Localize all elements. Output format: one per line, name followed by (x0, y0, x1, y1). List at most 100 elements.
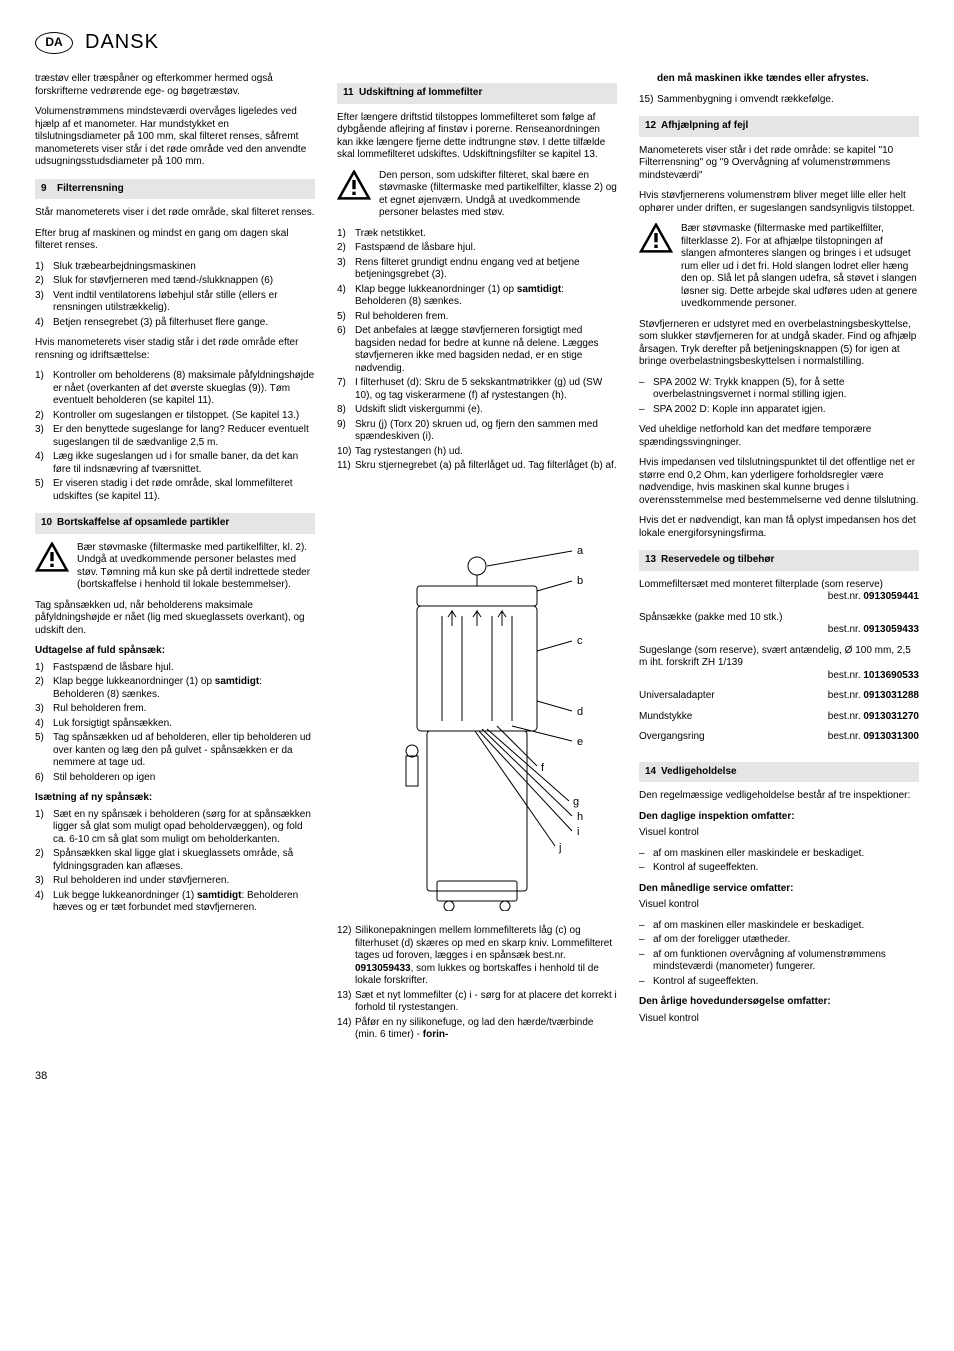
list-item: 2)Klap begge lukkeanordninger (1) op sam… (35, 676, 315, 701)
s14-vis2: Visuel kontrol (639, 899, 919, 912)
list-item: 1)Træk netstikket. (337, 228, 617, 241)
s9-p3: Hvis manometerets viser stadig står i de… (35, 337, 315, 362)
content-columns: træstøv eller træspåner og efterkommer h… (35, 73, 919, 1050)
list-item: 1)Sluk træbearbejdningsmaskinen (35, 261, 315, 274)
s10-list1: 1)Fastspænd de låsbare hjul.2)Klap begge… (35, 662, 315, 785)
s14-sub3: Den årlige hovedundersøgelse omfatter: (639, 996, 919, 1009)
list-item: 4)Luk begge lukkeanordninger (1) samtidi… (35, 890, 315, 915)
s12-p5: Hvis impedansen ved tilslutningspunktet … (639, 457, 919, 507)
list-item: 4)Luk forsigtigt spånsækken. (35, 718, 315, 731)
list-item: 10)Tag rystestangen (h) ud. (337, 446, 617, 459)
list-item: 9)Skru (j) (Torx 20) skruen ud, og fjern… (337, 419, 617, 444)
intro-para-1: træstøv eller træspåner og efterkommer h… (35, 73, 315, 98)
s12-p4: Ved uheldige netforhold kan det medføre … (639, 424, 919, 449)
list-item: SPA 2002 D: Kople inn apparatet igjen. (639, 404, 919, 417)
list-item: 1)Kontroller om beholderens (8) maksimal… (35, 370, 315, 408)
s11-p1: Efter længere driftstid tilstoppes lomme… (337, 112, 617, 162)
list-item: 2)Kontroller om sugeslangen er tilstoppe… (35, 410, 315, 423)
section-11-head: 11Udskiftning af lommefilter (337, 83, 617, 104)
s12-p6: Hvis det er nødvendigt, kan man få oplys… (639, 515, 919, 540)
s9-list1: 1)Sluk træbearbejdningsmaskinen2)Sluk fo… (35, 261, 315, 330)
list-item: 3)Rens filteret grundigt endnu engang ve… (337, 257, 617, 282)
language-name: DANSK (85, 30, 159, 55)
s10-list2: 1)Sæt en ny spånsæk i beholderen (sørg f… (35, 809, 315, 915)
label-a: a (577, 545, 584, 557)
s12-p1: Manometerets viser står i det røde områd… (639, 145, 919, 183)
label-c: c (577, 635, 583, 647)
s14-p1: Den regelmæssige vedligeholdelse består … (639, 790, 919, 803)
section-9-head: 9Filterrensning (35, 179, 315, 200)
s12-p2: Hvis støvfjernerens volumenstrøm bliver … (639, 190, 919, 215)
column-2: 11Udskiftning af lommefilter Efter længe… (337, 73, 617, 1050)
list-item: 4)Klap begge lukkeanordninger (1) op sam… (337, 284, 617, 309)
list-item: 6)Det anbefales at lægge støvfjerneren f… (337, 325, 617, 375)
part-name: Sugeslange (som reserve), svært antændel… (639, 645, 919, 670)
section-13-head: 13Reservedele og tilbehør (639, 550, 919, 571)
part-row: Universaladapterbest.nr. 0913031288 (639, 690, 919, 703)
part-row: Overgangsringbest.nr. 0913031300 (639, 731, 919, 744)
page-header: DA DANSK (35, 30, 919, 55)
list-item: 4)Betjen rensegrebet (3) på filterhuset … (35, 317, 315, 330)
label-i: i (577, 826, 579, 838)
s11-list: 1)Træk netstikket.2)Fastspænd de låsbare… (337, 228, 617, 473)
label-e: e (577, 736, 583, 748)
list-item: 2)Fastspænd de låsbare hjul. (337, 242, 617, 255)
section-10-head: 10Bortskaffelse af opsamlede partikler (35, 513, 315, 534)
list-item: af om maskinen eller maskindele er beska… (639, 848, 919, 861)
list-item: 5)Er viseren stadig i det røde område, s… (35, 478, 315, 503)
label-f: f (541, 762, 545, 774)
column-1: træstøv eller træspåner og efterkommer h… (35, 73, 315, 1050)
list-item: 5)Tag spånsækken ud af beholderen, eller… (35, 732, 315, 770)
list-item: 2)Sluk for støvfjerneren med tænd-/slukk… (35, 275, 315, 288)
list-item: 13)Sæt et nyt lommefilter (c) i - sørg f… (337, 990, 617, 1015)
s9-list2: 1)Kontroller om beholderens (8) maksimal… (35, 370, 315, 503)
language-badge: DA (35, 32, 73, 54)
s12-warning: Bær støvmaske (filtermaske med partikelf… (639, 223, 919, 311)
list-item: 5)Rul beholderen frem. (337, 311, 617, 324)
list-item: 1)Sæt en ny spånsæk i beholderen (sørg f… (35, 809, 315, 847)
label-g: g (573, 796, 579, 808)
part-row: best.nr. 1013690533 (639, 670, 919, 683)
s14-dash2: af om maskinen eller maskindele er beska… (639, 920, 919, 989)
list-item: af om funktionen overvågning af volumens… (639, 949, 919, 974)
s9-p1: Står manometerets viser i det røde områd… (35, 207, 315, 220)
part-row: best.nr. 0913059433 (639, 624, 919, 637)
s14-sub1: Den daglige inspektion omfatter: (639, 811, 919, 824)
label-j: j (558, 842, 561, 854)
intro-para-2: Volumenstrømmens mindsteværdi overvåges … (35, 106, 315, 169)
list-item: 3)Rul beholderen ind under støvfjerneren… (35, 875, 315, 888)
list-item: 3)Vent indtil ventilatorens løbehjul stå… (35, 290, 315, 315)
list-item: 6)Stil beholderen op igen (35, 772, 315, 785)
s9-p2: Efter brug af maskinen og mindst en gang… (35, 228, 315, 253)
list-item: Kontrol af sugeeffekten. (639, 976, 919, 989)
list-item: af om der foreligger utætheder. (639, 934, 919, 947)
list-item: 12)Silikonepakningen mellem lommefiltere… (337, 925, 617, 988)
list-item: SPA 2002 W: Trykk knappen (5), for å set… (639, 377, 919, 402)
column-3: den må maskinen ikke tændes eller afryst… (639, 73, 919, 1050)
list-item: Kontrol af sugeeffekten. (639, 862, 919, 875)
part-row: best.nr. 0913059441 (639, 591, 919, 604)
s10-p1: Tag spånsækken ud, når beholderens maksi… (35, 600, 315, 638)
list-item: 1)Fastspænd de låsbare hjul. (35, 662, 315, 675)
s14-sub2: Den månedlige service omfatter: (639, 883, 919, 896)
list-item: 4)Læg ikke sugeslangen ud i for smalle b… (35, 451, 315, 476)
list-item: 2)Spånsækken skal ligge glat i skueglass… (35, 848, 315, 873)
warning-icon (639, 223, 673, 253)
s10-sub1: Udtagelse af fuld spånsæk: (35, 645, 315, 658)
part-name: Spånsække (pakke med 10 stk.) (639, 612, 919, 625)
s11-continued: den må maskinen ikke tændes eller afryst… (639, 73, 919, 86)
s10-warning-text: Bær støvmaske (filtermaske med partikelf… (77, 542, 315, 592)
s14-dash1: af om maskinen eller maskindele er beska… (639, 848, 919, 875)
section-14-head: 14Vedligeholdelse (639, 762, 919, 783)
s14-vis1: Visuel kontrol (639, 827, 919, 840)
parts-list: Lommefiltersæt med monteret filterplade … (639, 579, 919, 752)
s11-warning: Den person, som udskifter filteret, skal… (337, 170, 617, 220)
warning-icon (35, 542, 69, 572)
label-h: h (577, 811, 583, 823)
list-item: 3)Rul beholderen frem. (35, 703, 315, 716)
list-item: 3)Er den benyttede sugeslange for lang? … (35, 424, 315, 449)
list-item: 14)Påfør en ny silikonefuge, og lad den … (337, 1017, 617, 1042)
page-number: 38 (35, 1070, 919, 1084)
list-item: 11)Skru stjernegrebet (a) på filterlåget… (337, 460, 617, 473)
s12-p3: Støvfjerneren er udstyret med en overbel… (639, 319, 919, 369)
